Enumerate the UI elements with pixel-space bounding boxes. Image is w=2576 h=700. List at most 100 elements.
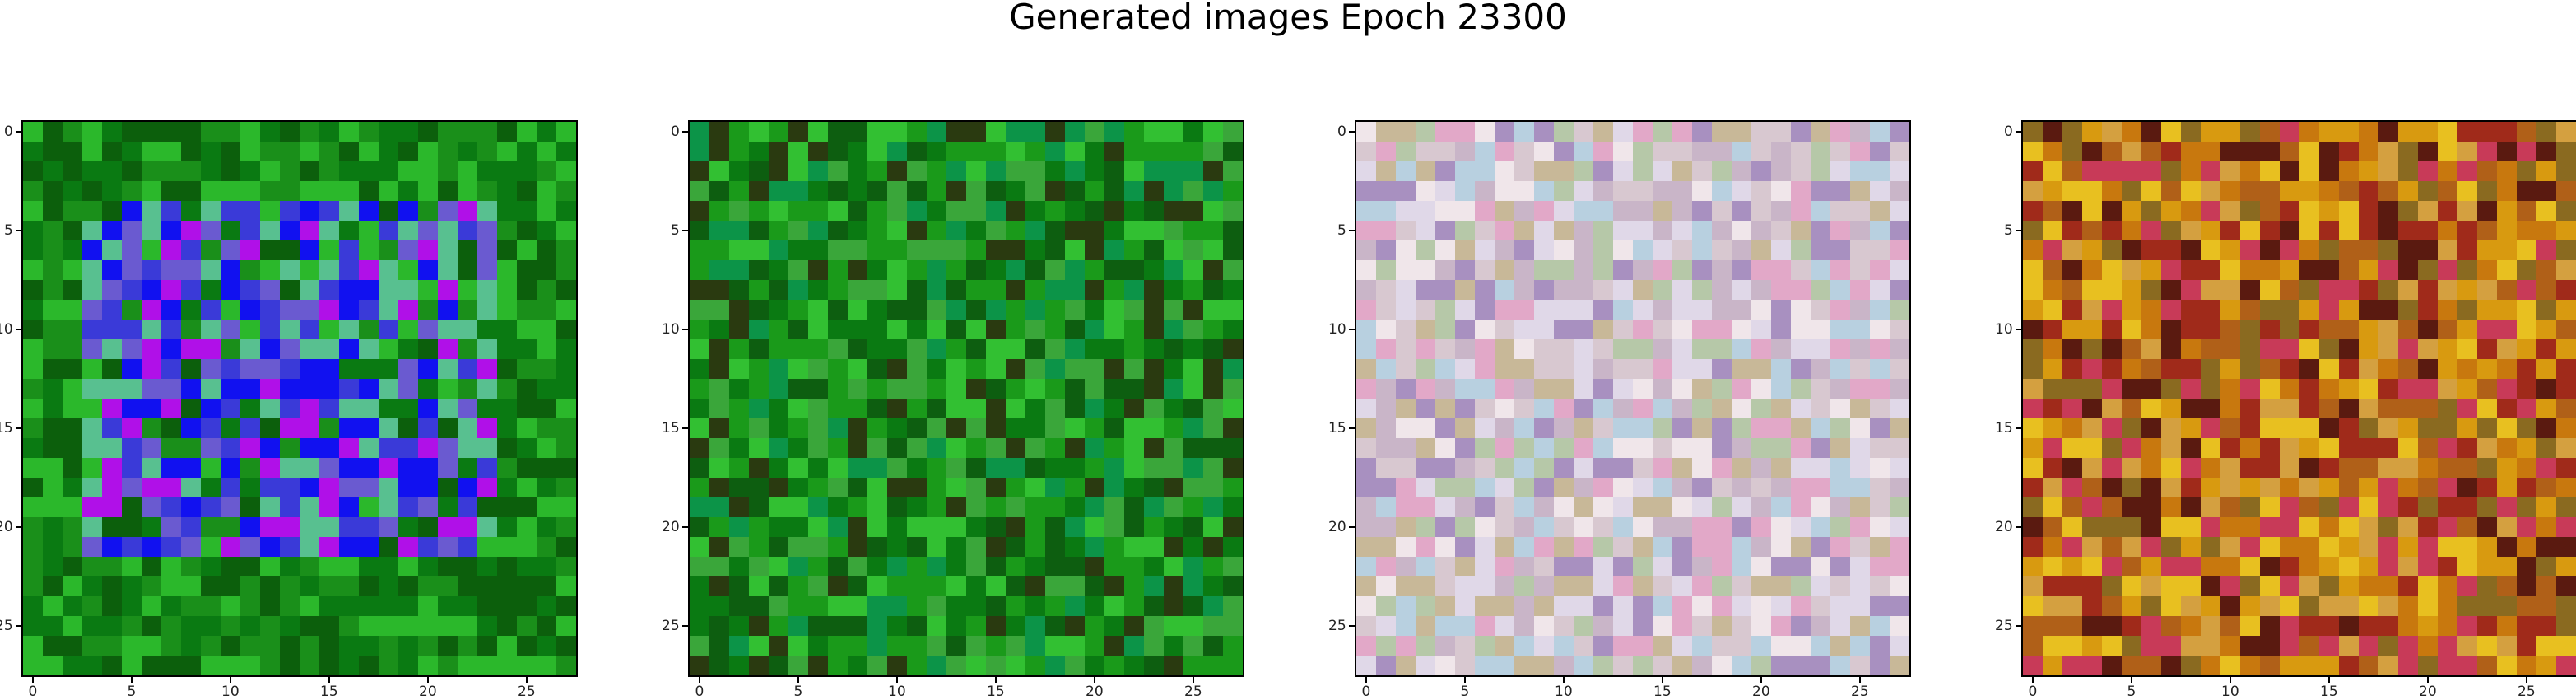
image-panel-3 — [1355, 120, 1911, 677]
x-tick-label: 20 — [1086, 684, 1104, 700]
x-tick-mark — [2131, 677, 2132, 683]
x-tick-mark — [1193, 677, 1194, 683]
y-tick-label: 5 — [2004, 222, 2013, 239]
x-tick-mark — [1859, 677, 1861, 683]
y-tick-label: 25 — [1995, 618, 2013, 634]
x-tick-mark — [328, 677, 330, 683]
image-canvas — [23, 122, 576, 675]
x-tick-label: 0 — [695, 684, 704, 700]
x-tick-label: 25 — [1851, 684, 1869, 700]
x-tick-label: 20 — [1752, 684, 1770, 700]
y-tick-label: 20 — [662, 519, 680, 535]
x-tick-mark — [1563, 677, 1565, 683]
image-panel-1 — [21, 120, 578, 677]
x-tick-mark — [896, 677, 898, 683]
y-tick-label: 0 — [2004, 124, 2013, 140]
y-tick-mark — [2016, 131, 2021, 133]
y-tick-label: 20 — [1995, 519, 2013, 535]
x-tick-label: 10 — [1555, 684, 1573, 700]
y-tick-mark — [16, 526, 21, 528]
image-panel-4 — [2021, 120, 2576, 677]
x-tick-mark — [2230, 677, 2231, 683]
x-tick-label: 10 — [888, 684, 906, 700]
image-canvas — [1356, 122, 1909, 675]
y-tick-label: 0 — [1337, 124, 1346, 140]
x-tick-mark — [230, 677, 231, 683]
x-tick-label: 10 — [2221, 684, 2239, 700]
x-tick-label: 5 — [793, 684, 803, 700]
x-tick-mark — [427, 677, 429, 683]
y-tick-mark — [1349, 131, 1355, 133]
x-tick-label: 25 — [518, 684, 536, 700]
x-tick-label: 25 — [2518, 684, 2536, 700]
y-tick-mark — [1349, 526, 1355, 528]
x-tick-mark — [131, 677, 133, 683]
y-tick-mark — [682, 131, 688, 133]
x-tick-label: 15 — [320, 684, 338, 700]
x-tick-label: 15 — [987, 684, 1005, 700]
y-tick-label: 15 — [0, 420, 13, 436]
x-tick-mark — [1662, 677, 1663, 683]
y-tick-mark — [16, 131, 21, 133]
x-tick-label: 15 — [1653, 684, 1672, 700]
x-tick-label: 25 — [1184, 684, 1202, 700]
y-tick-mark — [16, 427, 21, 429]
x-tick-mark — [32, 677, 34, 683]
x-tick-mark — [699, 677, 700, 683]
y-tick-mark — [2016, 427, 2021, 429]
y-tick-mark — [682, 625, 688, 627]
y-tick-label: 10 — [0, 321, 13, 338]
x-tick-mark — [526, 677, 528, 683]
image-panel-2 — [688, 120, 1244, 677]
y-tick-label: 15 — [662, 420, 680, 436]
image-canvas — [2023, 122, 2576, 675]
x-tick-mark — [2526, 677, 2527, 683]
y-tick-mark — [682, 329, 688, 330]
x-tick-label: 10 — [221, 684, 239, 700]
x-tick-mark — [2328, 677, 2330, 683]
y-tick-label: 20 — [1328, 519, 1346, 535]
x-tick-label: 15 — [2320, 684, 2338, 700]
image-canvas — [690, 122, 1243, 675]
y-tick-label: 25 — [0, 618, 13, 634]
y-tick-mark — [2016, 230, 2021, 231]
y-tick-mark — [682, 230, 688, 231]
y-tick-mark — [2016, 526, 2021, 528]
y-tick-label: 5 — [671, 222, 680, 239]
x-tick-label: 5 — [1460, 684, 1470, 700]
x-tick-mark — [2427, 677, 2429, 683]
x-tick-mark — [995, 677, 997, 683]
y-tick-label: 25 — [662, 618, 680, 634]
x-tick-label: 0 — [28, 684, 38, 700]
y-tick-label: 15 — [1328, 420, 1346, 436]
x-tick-mark — [797, 677, 799, 683]
x-tick-mark — [2032, 677, 2034, 683]
x-tick-mark — [1760, 677, 1762, 683]
y-tick-mark — [1349, 329, 1355, 330]
y-tick-label: 0 — [4, 124, 13, 140]
x-tick-label: 0 — [2028, 684, 2038, 700]
y-tick-mark — [16, 230, 21, 231]
x-tick-mark — [1464, 677, 1466, 683]
y-tick-label: 10 — [662, 321, 680, 338]
y-tick-mark — [2016, 625, 2021, 627]
y-tick-label: 0 — [671, 124, 680, 140]
y-tick-label: 25 — [1328, 618, 1346, 634]
y-tick-mark — [1349, 427, 1355, 429]
x-tick-label: 5 — [2127, 684, 2137, 700]
y-tick-mark — [682, 427, 688, 429]
y-tick-label: 10 — [1328, 321, 1346, 338]
y-tick-label: 5 — [1337, 222, 1346, 239]
y-tick-mark — [1349, 625, 1355, 627]
x-tick-label: 5 — [127, 684, 137, 700]
y-tick-label: 15 — [1995, 420, 2013, 436]
x-tick-mark — [1094, 677, 1095, 683]
x-tick-label: 20 — [419, 684, 437, 700]
x-tick-label: 20 — [2419, 684, 2437, 700]
y-tick-mark — [16, 329, 21, 330]
y-tick-label: 10 — [1995, 321, 2013, 338]
y-tick-label: 20 — [0, 519, 13, 535]
y-tick-label: 5 — [4, 222, 13, 239]
x-tick-mark — [1365, 677, 1367, 683]
y-tick-mark — [16, 625, 21, 627]
